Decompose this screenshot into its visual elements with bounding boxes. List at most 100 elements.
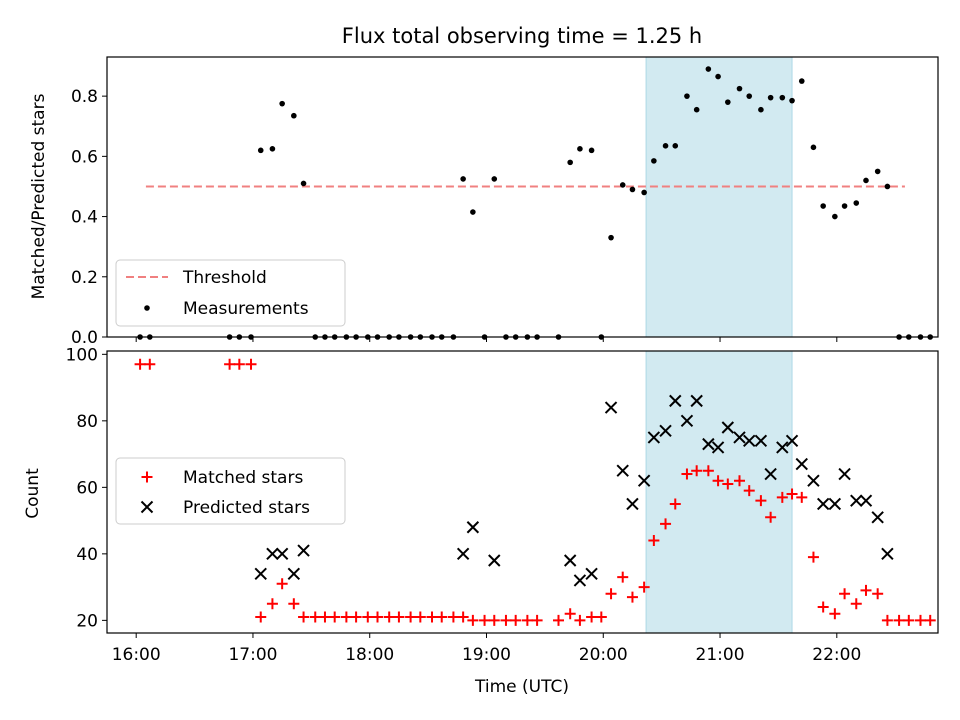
data-point-matched xyxy=(340,611,352,623)
data-point-predicted xyxy=(807,474,820,487)
x-tick-label: 19:00 xyxy=(462,645,511,665)
data-point-predicted xyxy=(585,567,598,581)
data-point-predicted xyxy=(275,547,289,561)
data-point-predicted xyxy=(721,421,735,434)
data-point-measurement xyxy=(257,147,264,154)
data-point-matched xyxy=(255,611,267,623)
legend-swatch-matched xyxy=(141,471,153,483)
data-point-measurement xyxy=(693,106,700,113)
data-point-matched xyxy=(660,518,672,530)
data-point-measurement xyxy=(884,183,891,190)
data-point-matched xyxy=(617,571,629,583)
data-point-matched xyxy=(500,614,512,626)
data-point-measurement xyxy=(662,143,669,149)
legend-label-matched: Matched stars xyxy=(183,468,303,488)
data-point-measurement xyxy=(789,97,795,104)
data-point-matched xyxy=(850,598,862,610)
y-tick-label: 0.6 xyxy=(71,147,98,167)
data-point-predicted xyxy=(690,394,703,408)
data-point-matched xyxy=(447,611,459,623)
data-point-predicted xyxy=(733,431,746,444)
data-point-matched xyxy=(829,608,841,620)
data-point-measurement xyxy=(715,73,721,80)
data-point-matched xyxy=(743,485,755,497)
legend-box xyxy=(115,457,346,525)
data-point-measurement xyxy=(684,93,690,99)
data-point-matched xyxy=(488,614,500,626)
y-tick-label: 60 xyxy=(76,478,98,498)
data-point-predicted xyxy=(659,424,672,438)
legend-box xyxy=(115,259,346,327)
plot-layer: 0.0 0.2 0.4 0.6 0.8 Threshold Measurements 20 40… xyxy=(66,56,939,665)
data-point-matched xyxy=(669,498,681,510)
y-tick-label: 20 xyxy=(76,611,98,631)
x-tick-label: 21:00 xyxy=(696,645,745,665)
data-point-matched xyxy=(924,614,936,626)
data-point-matched xyxy=(776,491,788,503)
data-point-matched xyxy=(564,608,576,620)
panel-0: 0.0 0.2 0.4 0.6 0.8 Threshold Measurements xyxy=(71,56,939,348)
data-point-matched xyxy=(134,358,146,370)
data-point-measurement xyxy=(651,158,657,164)
data-point-matched xyxy=(521,614,533,626)
data-point-measurement xyxy=(841,203,848,209)
x-tick-label: 16:00 xyxy=(112,645,161,665)
data-point-matched xyxy=(457,611,469,623)
data-point-matched xyxy=(648,535,660,547)
x-axis-label: Time (UTC) xyxy=(474,677,569,697)
plot-frame xyxy=(106,56,939,338)
y-tick-label: 0.8 xyxy=(71,87,98,107)
data-point-predicted xyxy=(287,567,301,581)
data-point-measurement xyxy=(863,177,869,184)
highlight-span xyxy=(645,350,793,634)
data-point-matched xyxy=(786,488,798,500)
data-point-matched xyxy=(309,611,321,623)
legend-label-threshold: Threshold xyxy=(182,268,267,288)
data-point-measurement xyxy=(629,186,636,193)
data-point-predicted xyxy=(573,574,587,587)
data-point-predicted xyxy=(816,497,830,511)
data-point-matched xyxy=(383,611,395,623)
data-point-predicted xyxy=(850,494,863,507)
data-point-predicted xyxy=(859,494,873,507)
x-tick-label: 17:00 xyxy=(228,645,277,665)
data-point-matched xyxy=(233,358,245,370)
data-point-matched xyxy=(681,468,693,480)
data-point-matched xyxy=(288,598,300,610)
y-tick-label: 80 xyxy=(76,412,98,432)
data-point-measurement xyxy=(460,176,466,182)
data-point-measurement xyxy=(725,99,731,105)
legend-top: Threshold Measurements xyxy=(115,259,346,327)
data-point-predicted xyxy=(488,554,501,567)
data-point-measurement xyxy=(491,176,498,182)
data-point-matched xyxy=(691,465,703,477)
data-point-measurement xyxy=(470,209,476,215)
data-point-matched xyxy=(362,611,374,623)
chart-title: Flux total observing time = 1.25 h xyxy=(342,24,702,48)
data-point-matched xyxy=(914,614,926,626)
highlight-span xyxy=(645,56,793,338)
data-point-measurement xyxy=(567,159,573,166)
data-point-measurement xyxy=(588,147,595,154)
data-point-matched xyxy=(553,614,565,626)
data-point-measurement xyxy=(619,182,626,188)
data-point-matched xyxy=(638,581,650,593)
data-point-matched xyxy=(702,465,714,477)
data-point-measurement xyxy=(767,94,774,101)
x-tick-label: 22:00 xyxy=(812,645,861,665)
data-point-predicted xyxy=(702,437,715,451)
legend-label-measurements: Measurements xyxy=(183,299,309,319)
data-point-matched xyxy=(479,614,491,626)
data-point-matched xyxy=(144,358,156,370)
data-point-matched xyxy=(405,611,417,623)
data-point-predicted xyxy=(785,434,799,447)
data-point-predicted xyxy=(680,414,694,428)
data-point-matched xyxy=(510,614,522,626)
data-point-measurement xyxy=(779,94,786,101)
data-point-matched xyxy=(893,614,905,626)
data-point-matched xyxy=(467,614,479,626)
data-point-measurement xyxy=(279,100,285,107)
data-point-measurement xyxy=(810,144,817,151)
